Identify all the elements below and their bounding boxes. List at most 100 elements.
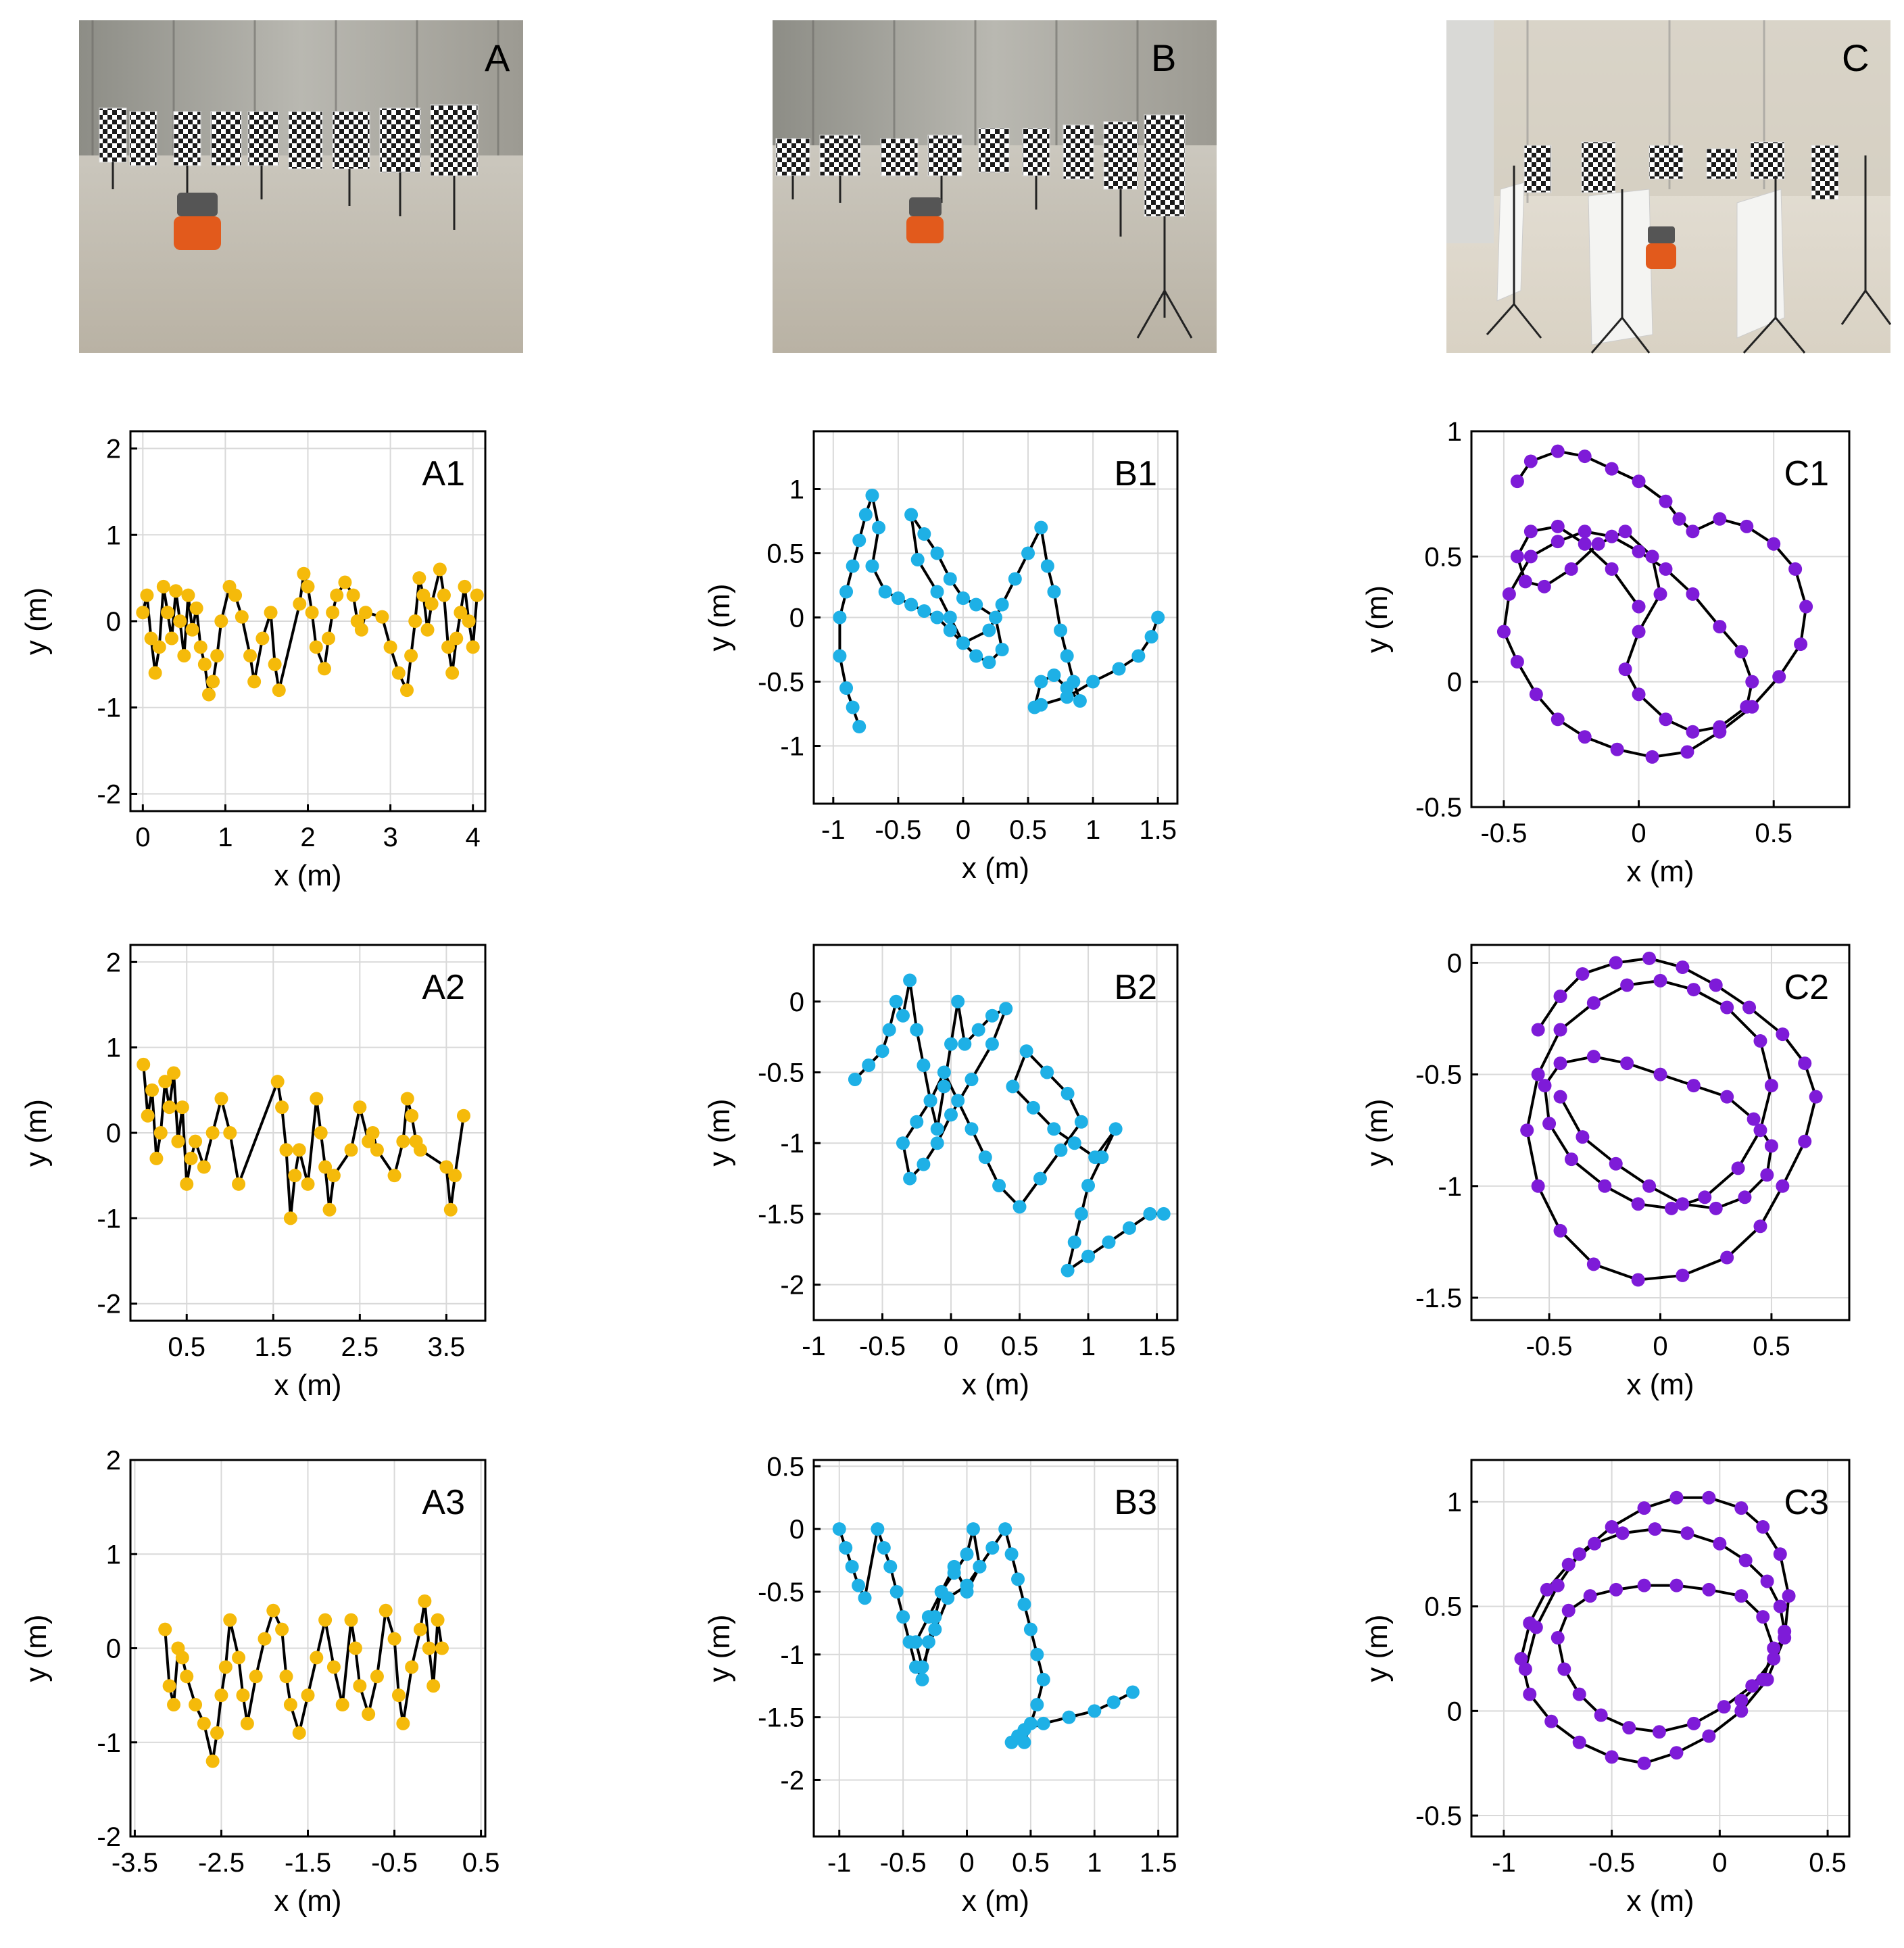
trajectory-point [1578,537,1592,551]
trajectory-point [165,631,179,646]
y-tick-label: -0.5 [1415,1061,1462,1090]
y-tick-label: -1 [780,1129,804,1159]
panel-label: A2 [422,968,465,1007]
trajectory-point [930,1136,944,1150]
trajectory-point [214,1688,228,1703]
trajectory-point [1764,1139,1778,1153]
trajectory-point [930,546,944,560]
trajectory-point [1664,1201,1678,1215]
trajectory-point [1564,562,1578,576]
trajectory-point [456,1109,470,1123]
trajectory-point [965,1122,979,1136]
trajectory-point [309,640,323,654]
trajectory-point [1588,1536,1602,1551]
trajectory-point [956,591,970,605]
trajectory-point [871,1522,885,1536]
y-tick-label: 0 [106,607,121,637]
trajectory-point [1618,525,1632,539]
trajectory-point [1583,1589,1597,1603]
x-tick-label: 1.5 [1140,1848,1177,1878]
trajectory-point [951,994,965,1008]
x-tick-label: 0 [944,1332,958,1361]
trajectory-point [348,1641,362,1655]
trajectory-point [875,1044,889,1058]
trajectory-point [1081,1179,1096,1193]
trajectory-point [858,1591,872,1605]
trajectory-point [1788,562,1803,576]
trajectory-point [317,662,331,676]
trajectory-point [175,1100,189,1115]
x-tick-label: 4 [466,823,481,852]
trajectory-point [1023,1622,1038,1636]
trajectory-point [1653,587,1667,601]
trajectory-point [458,579,472,593]
trajectory-point [144,631,158,646]
trajectory-point [1514,1651,1528,1665]
trajectory-point [917,604,931,618]
trajectory-point [145,1083,160,1097]
trajectory-point [335,1698,349,1712]
trajectory-point [431,1613,445,1627]
trajectory-point [1106,1695,1121,1709]
trajectory-point [989,610,1002,625]
photo-label-a: A [485,36,510,79]
trajectory-point [872,520,886,535]
y-tick-label: 1 [1447,417,1462,447]
trajectory-point [1659,712,1673,727]
trajectory-point [1510,655,1524,669]
trajectory-point [896,1610,910,1624]
trajectory-point [1631,1197,1645,1211]
trajectory-point [1676,960,1690,975]
trajectory-point [1510,550,1524,564]
trajectory-point [917,527,931,541]
panel-label: C2 [1784,968,1829,1007]
trajectory-point [1144,630,1158,643]
x-axis-label: x (m) [962,1368,1029,1401]
trajectory-point [1542,1117,1557,1131]
trajectory-point [833,610,847,625]
x-axis-label: x (m) [1626,1368,1694,1401]
trajectory-point [358,606,372,620]
chart-b1: -1 -0.5 0 0.5 1 1.5 -1 -0.5 0 0.5 1 x (m) y (m) B1 [703,430,1179,885]
trajectory-point [999,1002,1013,1016]
trajectory-point [305,606,319,620]
trajectory-point [353,1100,367,1115]
trajectory-point [909,1635,923,1649]
x-tick-label: -0.5 [371,1848,418,1878]
y-tick-label: -2 [780,1271,804,1300]
trajectory-point [310,1092,324,1106]
trajectory-point [448,1169,462,1183]
trajectory-point [848,1072,862,1086]
trajectory-point [279,1670,293,1684]
axes-box [812,1459,1179,1838]
trajectory-point [205,1754,220,1768]
y-tick-label: 2 [106,435,121,464]
chart-a3: -3.5 -2.5 -1.5 -0.5 0.5 -2 -1 0 1 2 x (m) y (m) A3 [20,1446,499,1918]
trajectory-point [318,1613,333,1627]
trajectory-point [937,1065,951,1079]
trajectory-point [951,1094,965,1108]
y-tick-label: 0 [789,604,804,633]
trajectory-point [944,1108,958,1122]
trajectory-point [846,559,860,573]
y-tick-label: 0.5 [766,1452,804,1482]
trajectory-point [1143,1207,1157,1221]
trajectory-point [1151,610,1165,625]
trajectory-point [839,1540,853,1555]
trajectory-point [322,631,336,646]
trajectory-point [1108,1122,1123,1136]
trajectory-point [435,1641,449,1655]
trajectory-point [1030,1698,1044,1712]
trajectory-point [1686,725,1700,739]
trajectory-point [404,649,418,663]
trajectory-point [344,1613,358,1627]
trajectory-point [413,1143,427,1157]
trajectory-point [930,1122,944,1136]
trajectory-point [1659,562,1673,576]
trajectory-point [1742,1000,1757,1015]
trajectory-point [400,1092,414,1106]
trajectory-point [272,683,286,698]
y-tick-label: -0.5 [758,1058,804,1088]
trajectory-point [1740,700,1754,714]
trajectory-point [366,1126,380,1140]
